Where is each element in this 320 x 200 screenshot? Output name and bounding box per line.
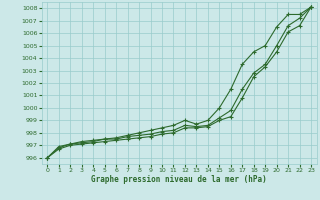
X-axis label: Graphe pression niveau de la mer (hPa): Graphe pression niveau de la mer (hPa) [91, 175, 267, 184]
